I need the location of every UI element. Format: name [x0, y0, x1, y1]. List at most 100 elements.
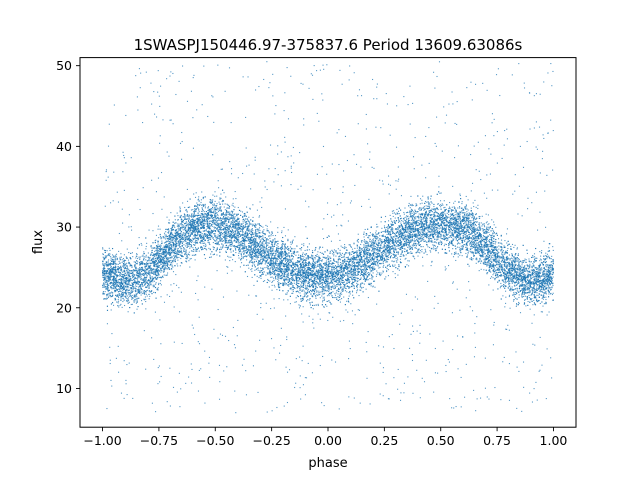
data-point-410	[317, 278, 320, 280]
data-point-422	[256, 254, 258, 256]
data-point-4335	[524, 268, 526, 270]
data-point-4680	[431, 261, 433, 263]
data-point-4670	[238, 238, 240, 240]
data-point-3693	[373, 280, 376, 282]
data-point-506	[474, 251, 476, 253]
data-point-176	[452, 256, 455, 258]
data-point-4025	[225, 219, 227, 221]
data-point-367	[186, 211, 188, 213]
data-point-3858	[158, 269, 160, 271]
data-point-4873	[245, 235, 248, 237]
data-point-509	[466, 211, 468, 213]
data-point-296	[272, 266, 274, 268]
data-point-609	[501, 249, 503, 251]
data-point-3754	[397, 221, 400, 223]
data-point-3854	[301, 277, 303, 279]
data-point-4946	[234, 217, 236, 219]
data-point-3701	[353, 255, 355, 257]
data-point-291	[494, 257, 496, 259]
data-point-3671	[445, 219, 447, 222]
data-point-409	[428, 236, 430, 238]
data-point-537	[396, 236, 398, 238]
data-point-323	[107, 288, 109, 290]
data-point-4439	[135, 282, 137, 284]
data-point-4644	[450, 213, 452, 215]
data-point-36	[247, 220, 249, 222]
data-point-4872	[351, 270, 353, 272]
data-point-4575	[280, 240, 283, 242]
data-point-3653	[425, 241, 427, 243]
data-point-397	[275, 251, 277, 253]
data-point-4695	[385, 252, 387, 254]
data-point-3558	[367, 265, 369, 267]
data-point-812	[468, 250, 470, 252]
data-point-37	[473, 255, 475, 257]
data-point-187	[433, 205, 435, 208]
data-point-449	[473, 237, 475, 240]
data-point-4528	[487, 258, 489, 260]
data-point-4436	[380, 221, 382, 223]
data-point-4201	[250, 229, 252, 231]
data-point-4959	[131, 303, 133, 305]
data-point-4278	[111, 295, 114, 297]
data-point-4186	[377, 226, 379, 228]
data-point-3657	[508, 294, 511, 296]
data-point-4370	[452, 216, 454, 218]
data-point-426	[301, 253, 304, 255]
data-point-4475	[405, 234, 407, 236]
data-point-4802	[242, 248, 244, 251]
data-point-4697	[124, 295, 126, 297]
data-point-3726	[519, 270, 521, 272]
data-point-760	[347, 265, 349, 267]
data-point-4983	[543, 270, 545, 272]
data-point-3981	[126, 275, 128, 277]
data-point-583	[115, 281, 117, 283]
data-point-128	[291, 241, 293, 243]
data-point-169	[358, 258, 360, 260]
data-point-4143	[184, 215, 186, 217]
data-point-3725	[444, 213, 446, 215]
data-point-4479	[525, 269, 527, 271]
data-point-87	[257, 229, 259, 231]
data-point-141	[284, 263, 286, 266]
data-point-4657	[200, 226, 202, 229]
data-point-4450	[234, 216, 236, 218]
data-point-267	[443, 222, 445, 225]
data-point-542	[151, 258, 153, 260]
data-point-794	[153, 291, 155, 293]
data-point-547	[288, 272, 290, 274]
data-point-4846	[470, 190, 472, 192]
data-point-84	[179, 210, 182, 212]
data-point-621	[290, 272, 292, 274]
data-point-4227	[450, 209, 452, 211]
data-point-404	[286, 292, 288, 294]
data-point-124	[400, 249, 402, 251]
data-point-4016	[168, 231, 170, 233]
data-point-811	[299, 286, 301, 288]
data-point-3937	[127, 271, 129, 273]
data-point-553	[227, 255, 229, 257]
data-point-4011	[109, 277, 111, 279]
data-point-3855	[477, 244, 479, 246]
data-point-4616	[217, 207, 219, 209]
data-point-4915	[220, 193, 222, 195]
data-point-4440	[399, 220, 401, 222]
data-point-3534	[353, 243, 355, 245]
data-point-4638	[102, 269, 104, 271]
data-point-466	[492, 259, 494, 261]
data-point-4403	[434, 234, 437, 236]
data-point-3556	[132, 270, 134, 272]
data-point-4171	[219, 229, 221, 231]
data-point-698	[279, 266, 281, 268]
data-point-4895	[171, 225, 173, 227]
data-point-4256	[475, 243, 477, 245]
data-point-3912	[542, 281, 544, 283]
data-point-4883	[105, 298, 107, 300]
data-point-3853	[201, 225, 203, 227]
data-point-4044	[384, 250, 386, 252]
data-point-3772	[272, 241, 274, 243]
data-point-4236	[318, 259, 320, 261]
data-point-3736	[405, 212, 408, 214]
data-point-4163	[115, 283, 117, 285]
